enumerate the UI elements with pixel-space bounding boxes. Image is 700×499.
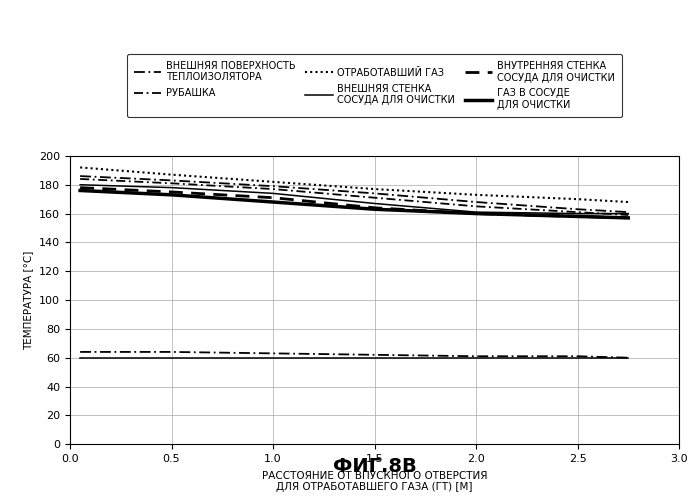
Y-axis label: ТЕМПЕРАТУРА [°С]: ТЕМПЕРАТУРА [°С] xyxy=(24,250,34,350)
Text: ФИГ.8В: ФИГ.8В xyxy=(332,457,416,476)
Legend: ВНЕШНЯЯ ПОВЕРХНОСТЬ
ТЕПЛОИЗОЛЯТОРА, РУБАШКА, ОТРАБОТАВШИЙ ГАЗ, ВНЕШНЯЯ СТЕНКА
СО: ВНЕШНЯЯ ПОВЕРХНОСТЬ ТЕПЛОИЗОЛЯТОРА, РУБА… xyxy=(127,54,622,117)
X-axis label: РАССТОЯНИЕ ОТ ВПУСКНОГО ОТВЕРСТИЯ
ДЛЯ ОТРАБОТАВШЕГО ГАЗА (ГТ) [М]: РАССТОЯНИЕ ОТ ВПУСКНОГО ОТВЕРСТИЯ ДЛЯ ОТ… xyxy=(262,471,487,493)
